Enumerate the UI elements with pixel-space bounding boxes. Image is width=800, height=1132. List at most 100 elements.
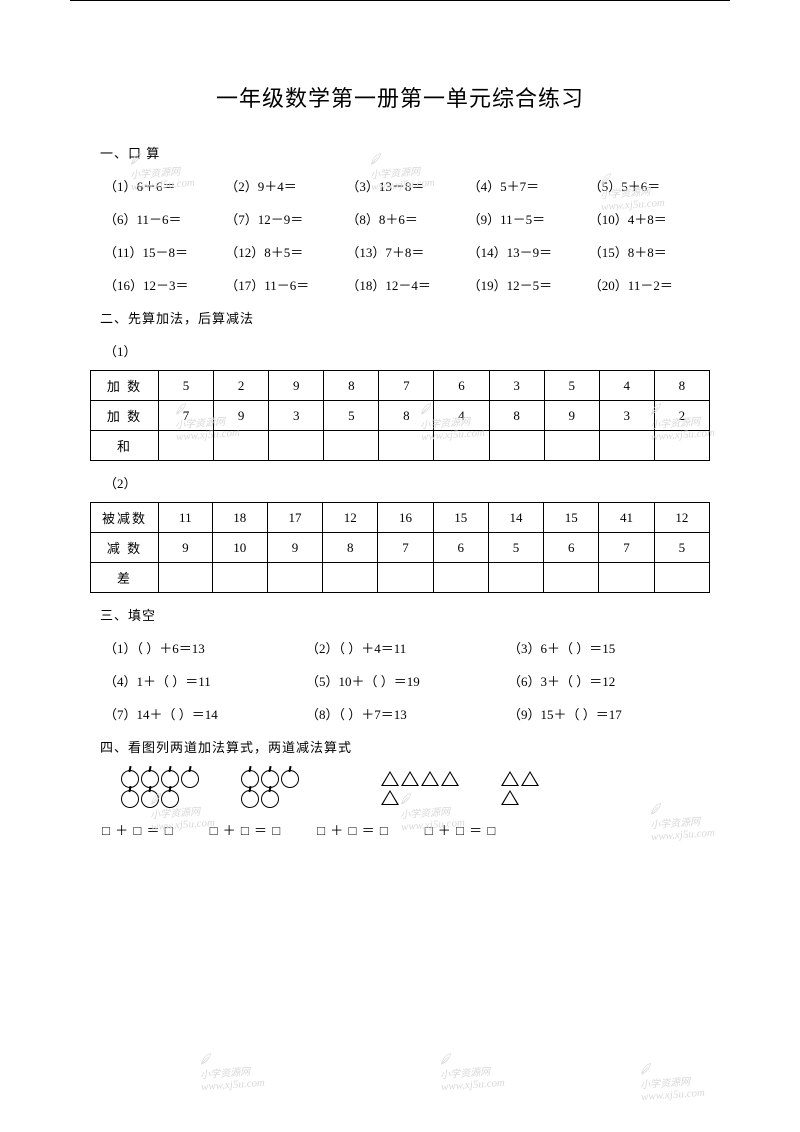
watermark: 小学资源网www.xj5u.com — [639, 1058, 706, 1103]
table-cell: 17 — [267, 503, 322, 533]
problem-item: （2）9＋4＝ — [225, 176, 346, 195]
table-cell — [599, 431, 654, 461]
apple-icon — [261, 790, 279, 808]
table-cell: 9 — [544, 401, 599, 431]
table-cell: 12 — [323, 503, 378, 533]
triangle-icon — [421, 771, 439, 786]
problem-item: （18）12－4＝ — [346, 275, 467, 294]
triangle-icon — [381, 790, 399, 805]
problem-item: （6）11－6＝ — [104, 209, 225, 228]
fill-item: （1）（ ）＋6＝13 — [104, 638, 306, 657]
section2-sub2-label: （2） — [104, 473, 710, 492]
triangle-icon — [401, 771, 419, 786]
table-cell: 8 — [379, 401, 434, 431]
table-cell: 8 — [323, 533, 378, 563]
problem-item: （8）8＋6＝ — [346, 209, 467, 228]
problem-item: （9）11－5＝ — [468, 209, 589, 228]
triangle-icon — [501, 771, 519, 786]
table-cell — [269, 431, 324, 461]
table-cell: 18 — [212, 503, 267, 533]
section4-pictures — [120, 770, 710, 808]
table-cell: 7 — [599, 533, 654, 563]
table-cell: 2 — [654, 401, 709, 431]
table-cell: 5 — [654, 533, 709, 563]
fill-item: （6）3＋（ ）＝12 — [508, 671, 710, 690]
section1-problems: （1）6＋6＝（2）9＋4＝（3）13－8＝（4）5＋7＝（5）5＋6＝（6）1… — [104, 176, 710, 294]
table-cell — [489, 431, 544, 461]
fill-item: （8）（ ）＋7＝13 — [306, 704, 508, 723]
problem-item: （7）12－9＝ — [225, 209, 346, 228]
triangle-icon — [381, 771, 399, 786]
table-cell: 14 — [488, 503, 543, 533]
fill-item: （7）14＋（ ）＝14 — [104, 704, 306, 723]
table-cell: 8 — [654, 371, 709, 401]
table-cell: 7 — [379, 371, 434, 401]
fill-item: （3）6＋（ ）＝15 — [508, 638, 710, 657]
table-cell — [212, 563, 267, 593]
table-cell — [599, 563, 654, 593]
problem-item: （3）13－8＝ — [346, 176, 467, 195]
triangle-icon — [521, 771, 539, 786]
table-cell — [488, 563, 543, 593]
table-cell: 5 — [159, 371, 214, 401]
table-cell: 9 — [269, 371, 324, 401]
problem-item: （14）13－9＝ — [468, 242, 589, 261]
section2-table2: 被减数11181712161514154112减 数91098765675差 — [90, 502, 710, 593]
table-cell: 3 — [599, 401, 654, 431]
fill-item: （5）10＋（ ）＝19 — [306, 671, 508, 690]
table-row-label: 加 数 — [91, 401, 159, 431]
problem-item: （5）5＋6＝ — [589, 176, 710, 195]
table-row-label: 和 — [91, 431, 159, 461]
equation-template: □ ＋ □ ＝ □ — [102, 820, 174, 839]
apple-icon — [281, 770, 299, 788]
apple-icon — [241, 790, 259, 808]
table-cell: 5 — [488, 533, 543, 563]
fill-item: （9）15＋（ ）＝17 — [508, 704, 710, 723]
problem-item: （11）15－8＝ — [104, 242, 225, 261]
table-cell: 5 — [544, 371, 599, 401]
table-cell — [544, 563, 599, 593]
table-cell: 9 — [267, 533, 322, 563]
table-cell: 12 — [654, 503, 709, 533]
problem-item: （1）6＋6＝ — [104, 176, 225, 195]
problem-item: （13）7＋8＝ — [346, 242, 467, 261]
apple-icon — [121, 790, 139, 808]
watermark: 小学资源网www.xj5u.com — [199, 1048, 266, 1093]
problem-item: （20）11－2＝ — [589, 275, 710, 294]
table-cell — [159, 563, 213, 593]
table-cell: 41 — [599, 503, 654, 533]
page-title: 一年级数学第一册第一单元综合练习 — [90, 81, 710, 113]
table-cell — [654, 563, 709, 593]
table-cell: 10 — [212, 533, 267, 563]
table-cell: 9 — [159, 533, 213, 563]
problem-item: （12）8＋5＝ — [225, 242, 346, 261]
problem-item: （17）11－6＝ — [225, 275, 346, 294]
section2-sub1-label: （1） — [104, 341, 710, 360]
fill-item: （4）1＋（ ）＝11 — [104, 671, 306, 690]
table-row-label: 加 数 — [91, 371, 159, 401]
apple-icon — [181, 770, 199, 788]
table-cell: 16 — [378, 503, 433, 533]
table-cell: 11 — [159, 503, 213, 533]
table-cell: 3 — [489, 371, 544, 401]
table-cell — [379, 431, 434, 461]
triangle-icon — [441, 771, 459, 786]
table-row-label: 被减数 — [91, 503, 159, 533]
problem-item: （15）8＋8＝ — [589, 242, 710, 261]
table-cell: 6 — [544, 533, 599, 563]
table-cell — [378, 563, 433, 593]
table-cell: 9 — [214, 401, 269, 431]
equation-template: □ ＋ □ ＝ □ — [210, 820, 282, 839]
section4-heading: 四、看图列两道加法算式，两道减法算式 — [100, 737, 710, 756]
problem-item: （19）12－5＝ — [468, 275, 589, 294]
table-cell — [267, 563, 322, 593]
table-cell: 5 — [324, 401, 379, 431]
triangle-icon — [501, 790, 519, 805]
table-cell: 15 — [433, 503, 488, 533]
table-cell: 7 — [378, 533, 433, 563]
equation-template: □ ＋ □ ＝ □ — [317, 820, 389, 839]
table-cell — [159, 431, 214, 461]
table-cell: 4 — [434, 401, 489, 431]
table-cell: 8 — [489, 401, 544, 431]
table-cell — [434, 431, 489, 461]
